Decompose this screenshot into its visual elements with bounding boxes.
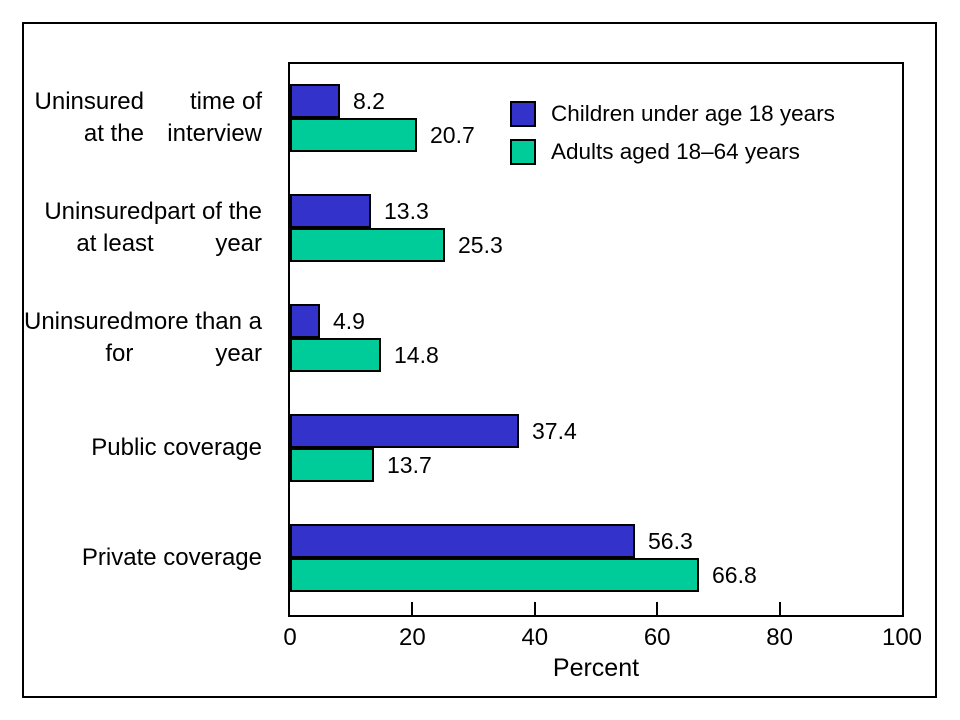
bar-value-label: 20.7 [430, 122, 475, 148]
legend-swatch-icon [510, 101, 536, 127]
bar-value-label: 4.9 [333, 308, 365, 334]
category-label: Uninsured for more than a year [24, 308, 262, 367]
bar-adults [290, 448, 374, 482]
bar-children [290, 304, 320, 338]
bar-adults [290, 228, 445, 262]
bar-value-label: 66.8 [712, 562, 757, 588]
bar-value-label: 37.4 [532, 418, 577, 444]
bar-children [290, 414, 519, 448]
bar-children [290, 84, 340, 118]
x-axis-tick-label: 40 [521, 624, 549, 651]
x-axis-tick [778, 602, 781, 615]
chart-frame: Children under age 18 years Adults aged 1… [22, 22, 937, 698]
category-label: Uninsured at least part of the year [44, 198, 262, 257]
legend-item: Children under age 18 years [510, 101, 835, 127]
x-axis-tick [656, 602, 659, 615]
x-axis-tick [533, 602, 536, 615]
bar-adults [290, 118, 417, 152]
bar-children [290, 524, 635, 558]
bar-value-label: 13.7 [387, 452, 432, 478]
x-axis-tick-label: 60 [643, 624, 671, 651]
bar-adults [290, 338, 381, 372]
x-axis-tick-label: 0 [283, 624, 297, 651]
x-axis-tick-label: 20 [399, 624, 426, 651]
bar-value-label: 25.3 [458, 232, 503, 258]
bar-value-label: 56.3 [648, 528, 693, 554]
bar-value-label: 8.2 [353, 88, 385, 114]
legend: Children under age 18 years Adults aged 1… [510, 101, 835, 177]
x-axis-tick-label: 100 [881, 624, 923, 651]
bar-adults [290, 558, 699, 592]
legend-item: Adults aged 18–64 years [510, 139, 835, 165]
bar-children [290, 194, 371, 228]
grouped-bar-chart: Children under age 18 years Adults aged 1… [24, 24, 935, 696]
x-axis-tick [411, 602, 414, 615]
legend-swatch-icon [510, 139, 536, 165]
legend-label: Adults aged 18–64 years [551, 139, 800, 164]
bar-value-label: 13.3 [384, 198, 429, 224]
category-label: Uninsured at the time of interview [34, 88, 262, 147]
x-axis-title: Percent [552, 654, 640, 682]
bar-value-label: 14.8 [394, 342, 439, 368]
category-label: Private coverage [81, 544, 262, 571]
category-label: Public coverage [91, 434, 262, 461]
legend-label: Children under age 18 years [551, 101, 835, 126]
x-axis-tick-label: 80 [766, 624, 793, 651]
